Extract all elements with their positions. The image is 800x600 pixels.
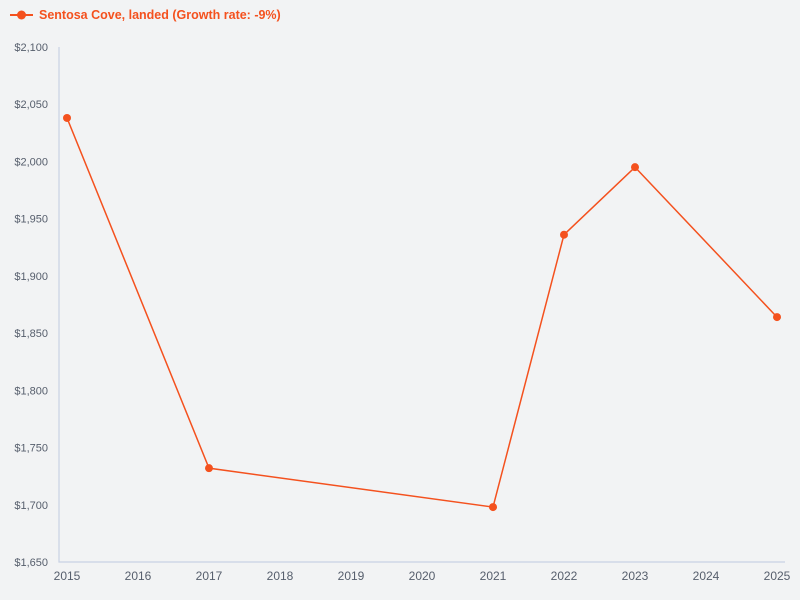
x-tick-label: 2023 [622, 569, 649, 583]
chart-legend-item[interactable]: Sentosa Cove, landed (Growth rate: -9%) [10, 9, 281, 22]
x-tick-label: 2022 [551, 569, 578, 583]
data-point[interactable] [560, 230, 568, 239]
x-tick-label: 2019 [338, 569, 365, 583]
data-point[interactable] [63, 113, 71, 122]
x-tick-label: 2016 [125, 569, 152, 583]
y-tick-label: $1,900 [14, 271, 48, 283]
y-tick-label: $2,000 [14, 156, 48, 168]
x-tick-label: 2015 [54, 569, 81, 583]
y-tick-label: $1,650 [14, 557, 48, 569]
x-tick-label: 2025 [764, 569, 791, 583]
x-tick-label: 2018 [267, 569, 294, 583]
y-tick-label: $1,850 [14, 328, 48, 340]
series-legend-label: Sentosa Cove, landed (Growth rate: -9%) [39, 8, 281, 22]
y-tick-label: $1,800 [14, 385, 48, 397]
x-tick-label: 2017 [196, 569, 223, 583]
y-tick-label: $1,700 [14, 500, 48, 512]
data-point[interactable] [631, 163, 639, 172]
x-tick-label: 2020 [409, 569, 436, 583]
data-point[interactable] [489, 503, 497, 512]
y-tick-label: $1,950 [14, 214, 48, 226]
x-tick-label: 2024 [693, 569, 720, 583]
data-point[interactable] [205, 464, 213, 473]
data-point[interactable] [773, 313, 781, 322]
x-tick-label: 2021 [480, 569, 507, 583]
y-tick-label: $2,050 [14, 99, 48, 111]
axis-lines [58, 47, 785, 563]
series-line [66, 117, 778, 508]
series-marker-icon [10, 10, 33, 20]
y-tick-label: $2,100 [14, 42, 48, 54]
y-tick-label: $1,750 [14, 443, 48, 455]
